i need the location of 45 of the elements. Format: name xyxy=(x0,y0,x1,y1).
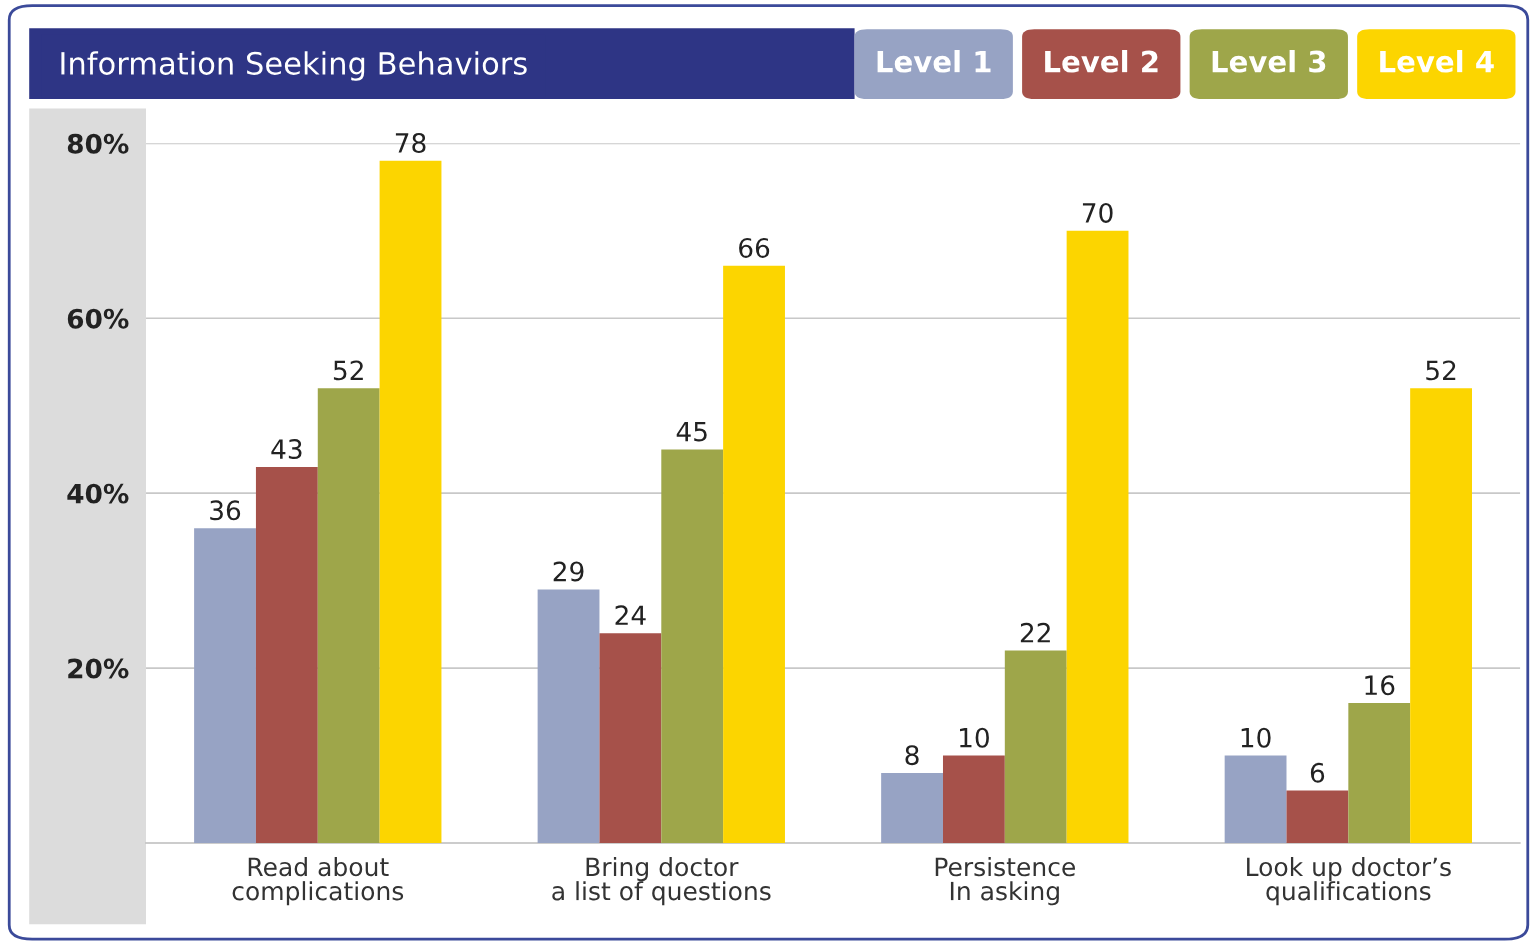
bar xyxy=(1004,650,1067,844)
bar xyxy=(881,773,943,844)
data-label: 78 xyxy=(395,132,426,153)
bar xyxy=(599,633,662,844)
y-tick-label: 60% xyxy=(67,308,129,329)
bar xyxy=(317,388,380,844)
data-label: 16 xyxy=(1365,675,1395,696)
text: Level 3 xyxy=(1212,50,1326,73)
data-label: 10 xyxy=(1241,727,1271,748)
data-label: 6 xyxy=(1310,762,1325,783)
bar xyxy=(255,466,318,844)
text: Level 1 xyxy=(877,50,991,73)
bar xyxy=(1066,230,1129,844)
data-label: 29 xyxy=(553,561,584,582)
data-label: 70 xyxy=(1082,202,1113,223)
text: Level 2 xyxy=(1045,50,1158,73)
data-label: 52 xyxy=(1426,360,1456,381)
bar xyxy=(194,528,256,844)
data-label: 8 xyxy=(905,745,919,766)
chart-title: Information Seeking Behaviors xyxy=(61,51,527,81)
bar xyxy=(661,449,724,844)
data-label: 10 xyxy=(960,727,989,748)
y-tick-label: 40% xyxy=(67,483,129,504)
bar xyxy=(1410,388,1472,844)
bar xyxy=(1286,790,1349,844)
bar xyxy=(1224,755,1287,844)
x-tick-label: Read about complications xyxy=(232,856,404,906)
data-label: 36 xyxy=(210,500,241,521)
bar xyxy=(942,755,1005,844)
text: Level 4 xyxy=(1380,50,1494,73)
y-tick-label: 80% xyxy=(67,133,129,154)
y-tick-label: 20% xyxy=(68,658,129,679)
bar xyxy=(537,589,600,844)
data-label: 24 xyxy=(615,605,646,625)
x-tick-label: Persistence In asking xyxy=(935,856,1075,906)
data-label: 43 xyxy=(271,439,302,460)
x-tick-label: Bring doctor a list of questions xyxy=(552,856,771,906)
bar xyxy=(723,265,785,844)
data-label: 52 xyxy=(333,360,363,381)
data-label: 22 xyxy=(1020,622,1050,643)
data-label: 45 xyxy=(676,421,707,442)
data-label: 66 xyxy=(739,237,770,258)
bar xyxy=(379,160,442,844)
x-tick-label: Look up doctor’s qualifications xyxy=(1247,856,1451,906)
bar xyxy=(1348,703,1411,844)
